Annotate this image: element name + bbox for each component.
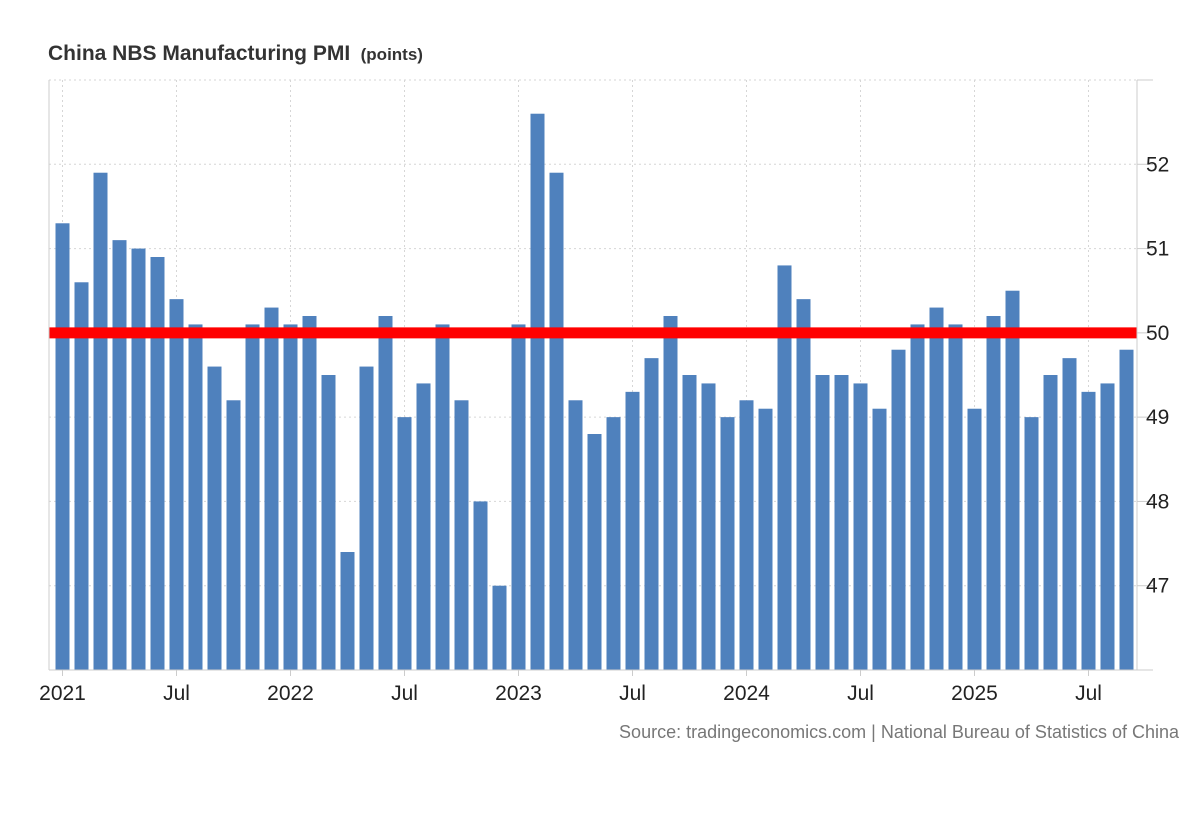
bar-2023-01 (511, 324, 526, 670)
bar-2024-05 (815, 375, 830, 670)
bar-2022-04 (340, 552, 355, 670)
bar-2024-02 (758, 408, 773, 670)
bar-2023-10 (682, 375, 697, 670)
x-tick-label-9: Jul (1075, 682, 1102, 705)
x-tick-label-7: Jul (847, 682, 874, 705)
bar-2021-01 (55, 223, 70, 671)
bar-2025-03 (1005, 290, 1020, 670)
bar-2021-06 (150, 257, 165, 670)
bar-series (55, 113, 1134, 671)
bar-2022-01 (283, 324, 298, 670)
bar-2021-12 (264, 307, 279, 670)
bar-2025-04 (1024, 417, 1039, 670)
bar-2024-11 (929, 307, 944, 670)
bar-2024-08 (872, 408, 887, 670)
bar-2023-06 (606, 417, 621, 670)
bar-2024-09 (891, 349, 906, 670)
bar-2023-05 (587, 434, 602, 670)
axes (48, 80, 1138, 671)
x-tick-label-6: 2024 (723, 682, 770, 705)
y-tick-label-50: 50 (1146, 322, 1169, 345)
chart-title-text: China NBS Manufacturing PMI (48, 42, 350, 65)
bar-2022-03 (321, 375, 336, 670)
bar-2022-12 (492, 585, 507, 670)
x-tick-label-8: 2025 (951, 682, 998, 705)
bar-2025-05 (1043, 375, 1058, 670)
bar-2023-08 (644, 358, 659, 670)
chart-title: China NBS Manufacturing PMI (points) (48, 42, 423, 65)
bar-2024-01 (739, 400, 754, 670)
bar-2022-05 (359, 366, 374, 670)
bar-2025-06 (1062, 358, 1077, 670)
bar-2025-09 (1119, 349, 1134, 670)
bar-2022-06 (378, 316, 393, 670)
bar-2025-07 (1081, 391, 1096, 670)
y-tick-label-49: 49 (1146, 406, 1169, 429)
bar-2024-03 (777, 265, 792, 670)
x-tick-label-0: 2021 (39, 682, 86, 705)
bar-2022-08 (416, 383, 431, 670)
x-tick-label-4: 2023 (495, 682, 542, 705)
bar-2024-06 (834, 375, 849, 670)
bar-2022-07 (397, 417, 412, 670)
bar-2021-08 (188, 324, 203, 670)
bar-2023-07 (625, 391, 640, 670)
x-tick-label-1: Jul (163, 682, 190, 705)
x-tick-label-2: 2022 (267, 682, 314, 705)
bar-2021-05 (131, 248, 146, 671)
chart-title-unit: (points) (361, 45, 423, 64)
bar-2022-09 (435, 324, 450, 670)
bar-2023-12 (720, 417, 735, 670)
bar-2024-12 (948, 324, 963, 670)
bar-2021-11 (245, 324, 260, 670)
bar-2023-03 (549, 172, 564, 670)
x-tick-label-5: Jul (619, 682, 646, 705)
bar-2021-02 (74, 282, 89, 670)
bar-2025-02 (986, 316, 1001, 670)
bar-2022-10 (454, 400, 469, 670)
bar-2022-02 (302, 316, 317, 670)
bar-2021-04 (112, 240, 127, 670)
x-axis-ticks: 2021 Jul 2022 Jul 2023 Jul 2024 Jul 2025 Jul (39, 670, 1102, 705)
bar-2025-08 (1100, 383, 1115, 670)
bar-2021-03 (93, 172, 108, 670)
bar-2024-07 (853, 383, 868, 670)
bar-2021-10 (226, 400, 241, 670)
y-tick-label-51: 51 (1146, 238, 1169, 261)
bar-2024-10 (910, 324, 925, 670)
bar-2021-09 (207, 366, 222, 670)
y-tick-label-52: 52 (1146, 153, 1169, 176)
y-axis-ticks: 47 48 49 50 51 52 (1137, 79, 1169, 671)
y-tick-label-47: 47 (1146, 575, 1169, 598)
bar-2025-01 (967, 408, 982, 670)
x-tick-label-3: Jul (391, 682, 418, 705)
bar-2022-11 (473, 501, 488, 670)
bar-2023-02 (530, 113, 545, 670)
bar-2023-04 (568, 400, 583, 670)
bar-2021-07 (169, 299, 184, 670)
source-note: Source: tradingeconomics.com | National … (619, 722, 1180, 742)
bar-2023-11 (701, 383, 716, 670)
y-tick-label-48: 48 (1146, 490, 1169, 513)
bar-2023-09 (663, 316, 678, 670)
bar-2024-04 (796, 299, 811, 670)
